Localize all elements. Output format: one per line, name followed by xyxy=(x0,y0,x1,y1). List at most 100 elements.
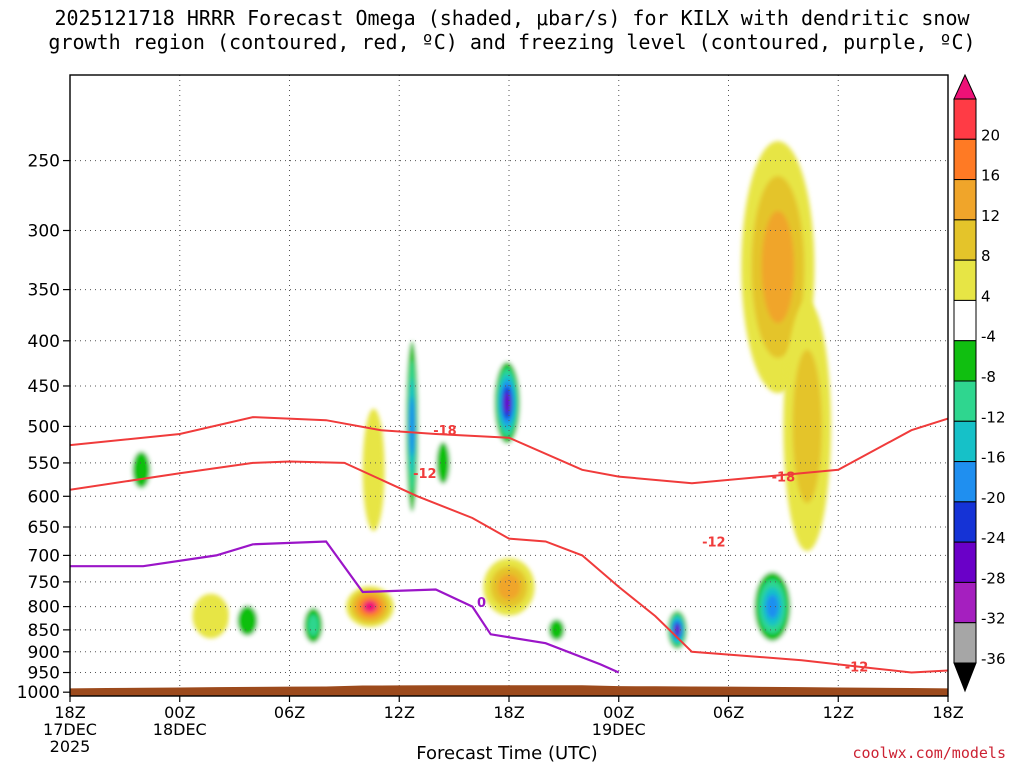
contour-label: -12 xyxy=(413,467,437,482)
y-tick-label: 550 xyxy=(28,454,60,474)
x-tick-label: 06Z xyxy=(713,703,744,722)
omega-cell xyxy=(300,601,327,650)
y-tick-label: 800 xyxy=(28,598,60,618)
y-tick-label: 650 xyxy=(28,518,60,538)
omega-band xyxy=(409,396,416,457)
chart-title-line1: 2025121718 HRRR Forecast Omega (shaded, … xyxy=(54,6,970,30)
x-tick-label: 12Z xyxy=(823,703,854,722)
x-tick-label: 18Z xyxy=(493,703,524,722)
colorbar-top-arrow xyxy=(953,73,977,100)
freezing-level-contour xyxy=(70,540,620,674)
colorbar-label: -12 xyxy=(981,408,1006,426)
y-tick-label: 850 xyxy=(28,621,60,641)
colorbar-segment xyxy=(953,380,977,422)
colorbar-label: 12 xyxy=(981,207,1000,225)
omega-cell xyxy=(404,322,420,531)
dgz-minus18-contour xyxy=(70,416,948,485)
omega-cell xyxy=(492,355,522,450)
colorbar-segment xyxy=(953,340,977,382)
colorbar-segment xyxy=(953,259,977,301)
colorbar-segment xyxy=(953,461,977,503)
omega-cell xyxy=(362,408,385,531)
dgz-minus12-contour xyxy=(70,460,948,674)
colorbar-segment xyxy=(953,581,977,624)
contour-label: -12 xyxy=(845,660,869,675)
omega-cell xyxy=(346,586,394,628)
omega-band xyxy=(548,619,565,641)
omega-band xyxy=(192,593,230,639)
chart-title: 2025121718 HRRR Forecast Omega (shaded, … xyxy=(0,6,1024,54)
colorbar-label: 16 xyxy=(981,167,1000,185)
omega-cell xyxy=(230,596,264,646)
y-tick-label: 750 xyxy=(28,573,60,593)
x-axis-title: Forecast Time (UTC) xyxy=(0,743,1024,764)
colorbar-bottom-arrow xyxy=(953,662,977,693)
colorbar-segment xyxy=(953,541,977,583)
omega-band xyxy=(324,581,350,632)
colorbar-segment xyxy=(953,501,977,543)
x-tick-label: 18DEC xyxy=(153,720,207,739)
omega-band xyxy=(237,605,258,636)
omega-band xyxy=(504,392,511,413)
colorbar-label: -8 xyxy=(981,368,996,386)
contour-label: -18 xyxy=(433,424,457,439)
colorbar-label: 20 xyxy=(981,126,1000,144)
y-tick-label: 700 xyxy=(28,546,60,566)
omega-shading xyxy=(126,141,831,652)
contour-label: 0 xyxy=(477,596,486,611)
colorbar-segment xyxy=(953,219,977,261)
x-axis-title-text: Forecast Time (UTC) xyxy=(416,743,598,764)
omega-band xyxy=(792,349,822,504)
omega-band xyxy=(363,600,377,613)
omega-cell xyxy=(126,439,156,500)
colorbar-label: -36 xyxy=(981,650,1006,668)
x-tick-label: 17DEC xyxy=(43,720,97,739)
contour-label: -12 xyxy=(702,535,726,550)
omega-cell xyxy=(543,612,570,648)
terrain-fill xyxy=(70,685,948,696)
grid xyxy=(70,75,948,696)
omega-band xyxy=(132,451,151,489)
contours: -18 -12 0 -12 -18 -12 xyxy=(70,416,948,675)
colorbar-label: 4 xyxy=(981,287,991,305)
x-tick-label: 00Z xyxy=(164,703,195,722)
omega-band xyxy=(674,625,681,635)
omega-band xyxy=(307,614,319,637)
omega-cell xyxy=(750,564,795,649)
colorbar-segment xyxy=(953,179,977,221)
omega-cell xyxy=(666,608,689,652)
terrain xyxy=(70,685,948,696)
y-tick-label: 350 xyxy=(28,281,60,301)
omega-cell xyxy=(432,428,455,497)
colorbar-segment xyxy=(953,622,977,664)
colorbar-label: -16 xyxy=(981,449,1006,467)
colorbar-label: -28 xyxy=(981,569,1006,587)
x-tick-label: 2025 xyxy=(50,737,91,756)
omega-cell xyxy=(192,593,230,639)
omega-cell xyxy=(783,301,831,552)
colorbar-segment xyxy=(953,299,977,342)
y-tick-label: 400 xyxy=(28,332,60,352)
omega-band xyxy=(436,442,450,484)
x-tick-label: 18Z xyxy=(54,703,85,722)
contour-label: -18 xyxy=(772,471,796,486)
x-tick-label: 18Z xyxy=(932,703,963,722)
colorbar-label: -24 xyxy=(981,529,1006,547)
watermark: coolwx.com/models xyxy=(852,744,1006,762)
x-tick-label: 19DEC xyxy=(592,720,646,739)
x-tick-label: 12Z xyxy=(384,703,415,722)
colorbar-label: -20 xyxy=(981,489,1006,507)
omega-band xyxy=(766,594,779,619)
colorbar-segment xyxy=(953,138,977,181)
omega-band xyxy=(362,408,385,531)
axes: 2503003504004505005506006507007508008509… xyxy=(17,74,964,756)
x-tick-label: 00Z xyxy=(603,703,634,722)
colorbar-label: -32 xyxy=(981,610,1006,628)
y-tick-label: 1000 xyxy=(17,683,60,703)
colorbar-label: 8 xyxy=(981,247,991,265)
omega-cell xyxy=(483,558,535,616)
y-tick-label: 950 xyxy=(28,664,60,684)
colorbar: 20 16 12 8 4 -4 -8 -12 -16 -20 -24 -28 -32 -36 xyxy=(953,73,1006,693)
y-tick-label: 250 xyxy=(28,152,60,172)
